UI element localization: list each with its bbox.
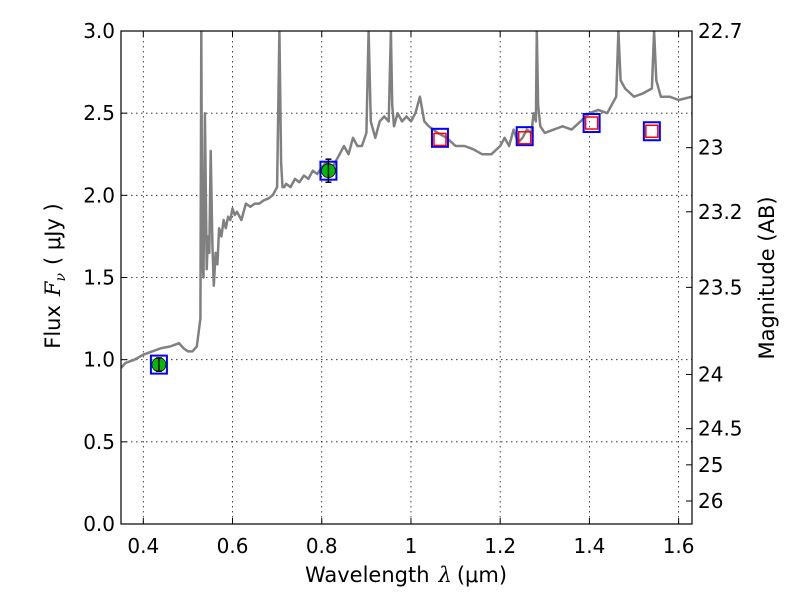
upper-limit-marker bbox=[517, 131, 532, 145]
model-photometry-square bbox=[515, 126, 534, 147]
y2-tick-label: 25 bbox=[698, 453, 723, 477]
y2-tick-label: 23 bbox=[698, 136, 723, 160]
y2-tick-label: 22.7 bbox=[698, 19, 743, 43]
y2-tick-label: 24 bbox=[698, 362, 723, 386]
y-tick-label: 0.5 bbox=[83, 430, 115, 454]
y2-tick-label: 26 bbox=[698, 489, 723, 513]
y-tick-label: 0.0 bbox=[83, 512, 115, 536]
upper-limit-marker bbox=[433, 132, 447, 147]
upper-limit-marker bbox=[645, 124, 659, 138]
y-tick-label: 2.0 bbox=[83, 183, 115, 207]
y-tick-label: 3.0 bbox=[83, 19, 115, 43]
model-photometry-square bbox=[149, 354, 168, 375]
y2-tick-label: 23.2 bbox=[698, 200, 743, 224]
x-tick-label: 0.8 bbox=[306, 534, 338, 558]
ticks-layer: 0.4 0.6 0.8 1 1.2 1.4 1.6 0.0 0.5 1.0 1.5 2.0 2.5 3.0… bbox=[83, 19, 742, 558]
model-photometry-square bbox=[582, 113, 601, 134]
upper-limit-marker bbox=[584, 116, 599, 130]
y2-axis-label: Magnitude (AB) bbox=[755, 196, 779, 359]
model-spectrum-line bbox=[121, 31, 692, 369]
y-axis-label: FluxFν( μJy ) bbox=[41, 203, 69, 348]
y-tick-label: 2.5 bbox=[83, 101, 115, 125]
x-tick-label: 1.4 bbox=[573, 534, 605, 558]
points-layer bbox=[149, 113, 661, 375]
y2-tick-label: 24.5 bbox=[698, 417, 743, 441]
x-tick-label: 1.6 bbox=[663, 534, 695, 558]
x-tick-label: 1 bbox=[405, 534, 418, 558]
grid bbox=[121, 30, 692, 525]
y-tick-label: 1.0 bbox=[83, 348, 115, 372]
y2-tick-label: 23.5 bbox=[698, 275, 743, 299]
x-axis-label: Wavelength λ (μm) bbox=[305, 563, 507, 587]
y-tick-label: 1.5 bbox=[83, 266, 115, 290]
spectrum-layer bbox=[121, 31, 692, 369]
model-photometry-square bbox=[642, 121, 661, 142]
x-tick-label: 0.4 bbox=[127, 534, 159, 558]
x-tick-label: 1.2 bbox=[484, 534, 516, 558]
model-photometry-square bbox=[430, 127, 449, 148]
x-tick-label: 0.6 bbox=[217, 534, 249, 558]
